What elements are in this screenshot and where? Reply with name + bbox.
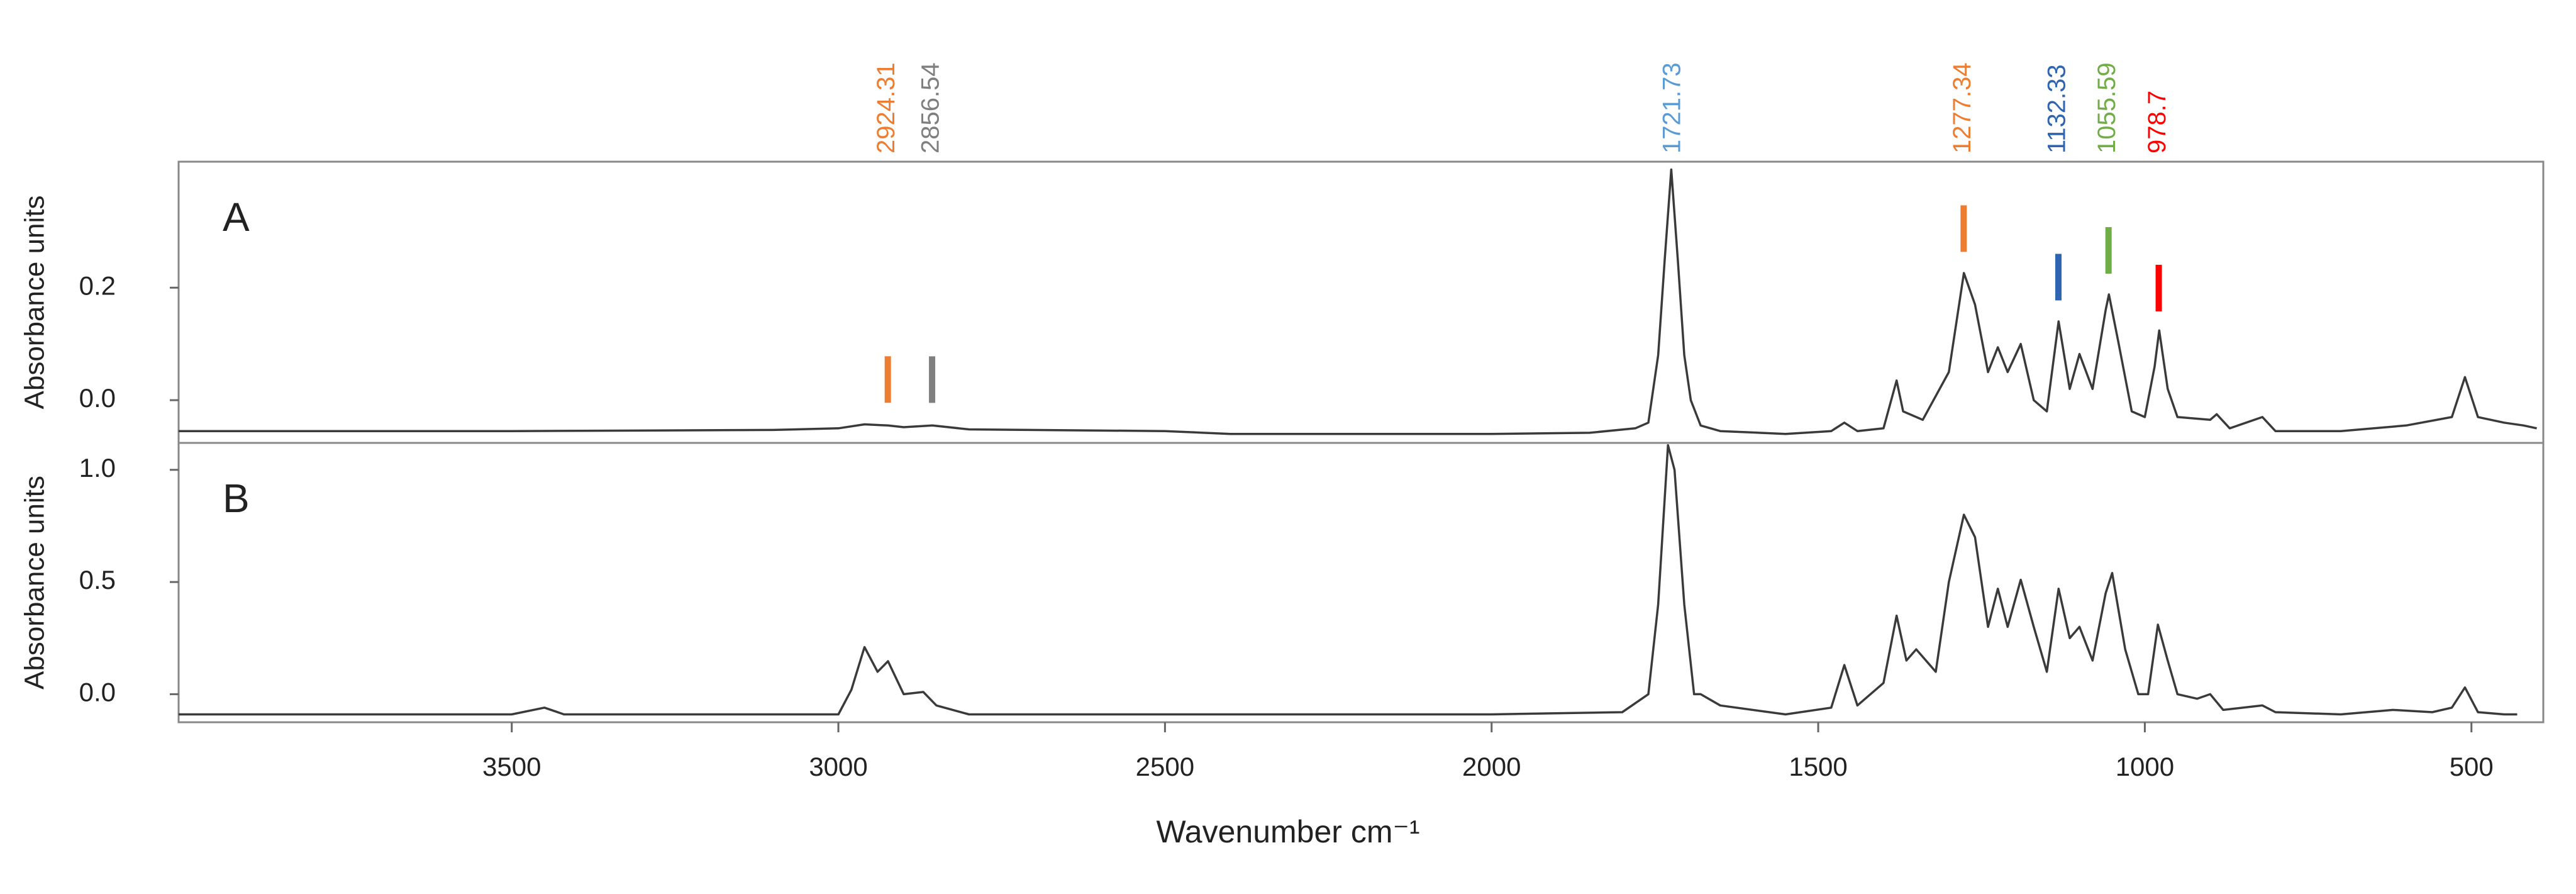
x-tick-label: 1500 — [1789, 752, 1847, 781]
plot-frame — [177, 442, 2545, 724]
x-tick-label: 2000 — [1462, 752, 1521, 781]
peak-label: 2924.31 — [872, 62, 900, 154]
y-tick-label: 1.0 — [79, 453, 116, 483]
x-tick-label: 500 — [2450, 752, 2494, 781]
plot-frame — [177, 160, 2545, 444]
spectrum-line — [179, 444, 2518, 716]
y-tick-label: 0.2 — [79, 271, 116, 300]
x-tick-label: 3000 — [809, 752, 867, 781]
y-tick-label: 0.5 — [79, 565, 116, 595]
x-tick-label: 2500 — [1136, 752, 1194, 781]
peak-label: 978.7 — [2143, 91, 2171, 154]
spectrum-line — [179, 168, 2537, 435]
peak-label: 1132.33 — [2043, 64, 2071, 154]
y-axis-label: Absorbance units — [19, 476, 50, 690]
peak-label: 2856.54 — [917, 62, 945, 154]
peak-label: 1277.34 — [1948, 62, 1976, 154]
panel-label: A — [223, 194, 250, 240]
y-tick-label: 0.0 — [79, 383, 116, 413]
peak-label: 1721.73 — [1658, 62, 1685, 154]
x-tick-label: 1000 — [2116, 752, 2174, 781]
x-tick-label: 3500 — [482, 752, 541, 781]
y-axis-label: Absorbance units — [19, 196, 50, 410]
y-tick-label: 0.0 — [79, 678, 116, 707]
x-axis-label: Wavenumber cm⁻¹ — [1156, 814, 1419, 849]
peak-label: 1055.59 — [2093, 62, 2121, 154]
panel-label: B — [223, 476, 250, 521]
